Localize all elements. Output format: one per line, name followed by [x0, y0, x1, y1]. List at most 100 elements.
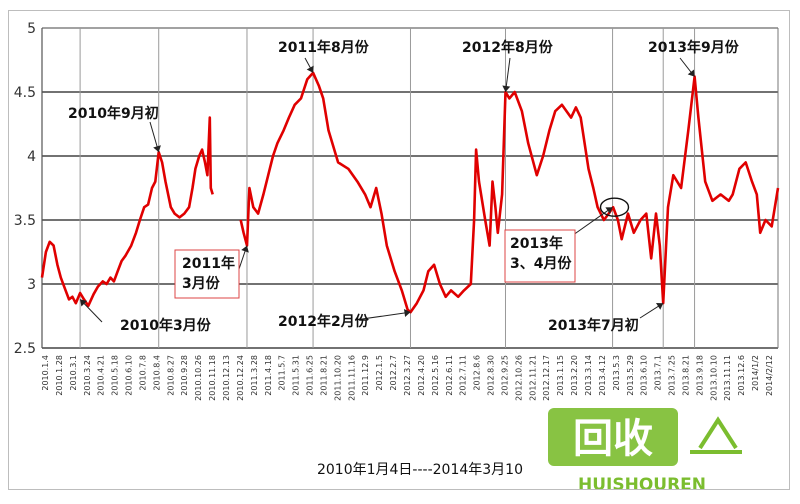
y-tick-labels: 2.5 3 3.5 4 4.5 5 [14, 21, 36, 357]
annotations: 2010年3月份 2010年9月初 2011年 3月份 2011年8月份 2012年2月份… [68, 39, 740, 334]
x-tick-label: 2011.3.28 [250, 355, 259, 396]
y-tick-label: 4.5 [14, 85, 36, 101]
annotation-arrowhead [656, 303, 664, 310]
x-tick-label: 2011.4.18 [264, 355, 273, 396]
annotation: 2013年9月份 [648, 39, 740, 77]
annotation: 2013年7月初 [548, 302, 664, 334]
chart-frame [8, 10, 790, 490]
annotation-arrowhead [80, 299, 88, 307]
x-tick-label: 2013.11.11 [723, 355, 732, 401]
x-tick-label: 2010.3.1 [69, 355, 78, 391]
x-tick-label: 2012.6.11 [445, 355, 454, 396]
x-tick-label: 2012.8.30 [487, 355, 496, 396]
x-tick-label: 2011.11.16 [347, 355, 356, 401]
x-tick-label: 2011.5.31 [292, 355, 301, 396]
annotation-label: 2010年3月份 [120, 317, 212, 334]
annotation: 2012年2月份 [278, 309, 411, 330]
y-tick-label: 4 [27, 149, 36, 165]
x-tick-label: 2013.6.10 [640, 355, 649, 396]
x-tick-label: 2012.5.16 [431, 355, 440, 396]
x-tick-label: 2012.3.27 [403, 355, 412, 396]
series-segment [239, 71, 780, 314]
y-tick-label: 2.5 [14, 341, 36, 357]
x-tick-label: 2013.9.18 [695, 355, 704, 396]
x-tick-label: 2010.1.28 [55, 355, 64, 396]
annotation-leader [354, 311, 411, 321]
annotation-label: 2013年 [510, 235, 563, 252]
annotation-box [174, 249, 240, 299]
x-range-label: 2010年1月4日----2014年3月10 [317, 462, 523, 478]
series-segment [40, 116, 214, 308]
x-tick-label: 2010.7.8 [138, 355, 147, 391]
annotation-arrowhead [153, 145, 161, 153]
x-tick-label: 2010.12.13 [222, 355, 231, 401]
series-line [40, 71, 780, 314]
x-tick-label: 2013.5.29 [626, 355, 635, 396]
x-tick-label: 2010.8.4 [152, 355, 161, 391]
x-tick-label: 2012.2.7 [389, 355, 398, 391]
y-tick-label: 3.5 [14, 213, 36, 229]
annotation-arrowhead [605, 207, 613, 214]
x-tick-label: 2013.4.12 [598, 355, 607, 396]
annotation: 2011年 3月份 [174, 245, 249, 299]
annotation-label-line2: 3月份 [182, 275, 221, 292]
annotation: 2011年8月份 [278, 39, 370, 74]
x-tick-label: 2010.8.27 [166, 355, 175, 396]
x-tick-label: 2013.3.14 [584, 355, 593, 396]
x-tick-label: 2013.7.1 [654, 355, 663, 391]
x-tick-label: 2014/1/2 [751, 355, 760, 391]
annotation-label: 2011年8月份 [278, 39, 370, 56]
annotation-label: 2012年2月份 [278, 313, 370, 330]
y-tick-label: 3 [27, 277, 36, 293]
annotation-arrowhead [687, 69, 695, 77]
x-tick-label: 2013.7.25 [668, 355, 677, 396]
x-tick-label: 2010.6.10 [125, 355, 134, 396]
x-tick-label: 2010.5.18 [111, 355, 120, 396]
x-tick-label: 2012.7.11 [459, 355, 468, 396]
x-tick-label: 2014/2/12 [765, 355, 774, 396]
annotation-label-line2: 3、4月份 [510, 255, 572, 272]
x-tick-label: 2011.10.20 [333, 355, 342, 401]
annotation-arrowhead [403, 309, 411, 317]
annotation-arrowhead [306, 65, 314, 73]
x-tick-label: 2010.11.18 [208, 355, 217, 401]
annotation-arrowhead [241, 245, 249, 253]
x-tick-label: 2011.6.25 [306, 355, 315, 396]
annotation: 2010年9月初 [68, 105, 161, 153]
x-tick-label: 2010.9.28 [180, 355, 189, 396]
x-tick-label: 2012.8.6 [473, 355, 482, 391]
x-tick-label: 2010.3.24 [83, 355, 92, 396]
annotation-box [504, 229, 576, 283]
annotation: 2010年3月份 [79, 299, 212, 334]
x-tick-label: 2011.12.9 [361, 355, 370, 396]
x-tick-label: 2013.12.6 [737, 355, 746, 396]
x-tick-label: 2012.10.26 [514, 355, 523, 401]
x-tick-labels: 2010.1.4 2010.1.28 2010.3.1 2010.3.24 2010.4… [41, 355, 774, 401]
x-tick-label: 2011.5.7 [278, 355, 287, 391]
x-tick-label: 2010.4.21 [97, 355, 106, 396]
annotation-label: 2011年 [182, 255, 235, 272]
annotation-label: 2012年8月份 [462, 39, 554, 56]
y-tick-label: 5 [27, 21, 36, 37]
x-tick-label: 2013.1.15 [556, 355, 565, 396]
recycle-arrow-icon [690, 416, 742, 454]
watermark-sub-text: HUISHOUREN [578, 475, 706, 495]
x-tick-label: 2012.12.17 [542, 355, 551, 401]
annotation: 2013年 3、4月份 [504, 206, 613, 283]
annotation-label: 2013年9月份 [648, 39, 740, 56]
annotation-label: 2013年7月初 [548, 317, 639, 334]
annotation: 2012年8月份 [462, 39, 554, 93]
x-tick-label: 2013.10.10 [709, 355, 718, 401]
x-tick-label: 2011.8.21 [319, 355, 328, 396]
x-tick-label: 2012.1.5 [375, 355, 384, 391]
x-tick-label: 2013.2.20 [570, 355, 579, 396]
watermark-badge [548, 408, 678, 466]
x-tick-label: 2010.12.24 [236, 355, 245, 401]
x-tick-label: 2013.8.21 [681, 355, 690, 396]
x-tick-label: 2010.1.4 [41, 355, 50, 391]
x-tick-label: 2013.5.3 [612, 355, 621, 391]
x-tick-label: 2012.9.25 [500, 355, 509, 396]
highlight-ellipse [599, 197, 630, 217]
watermark-main-text: 回收 [573, 416, 653, 462]
